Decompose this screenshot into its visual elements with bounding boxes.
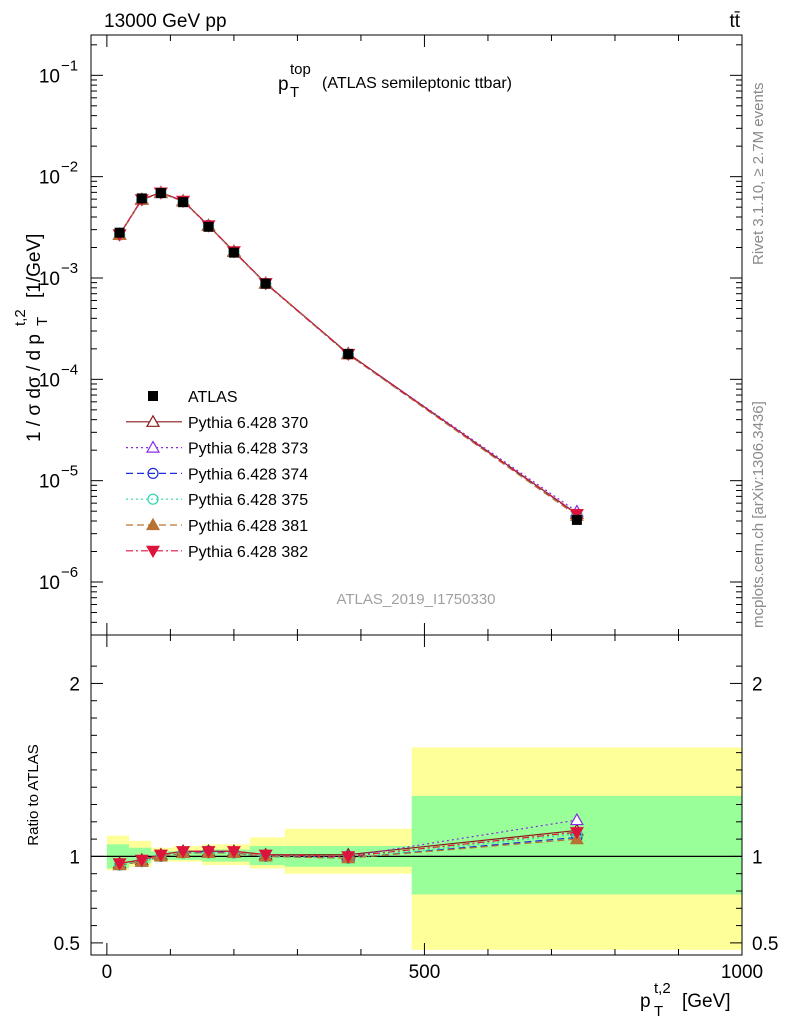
legend-label: Pythia 6.428 373 (188, 441, 308, 458)
legend-marker (147, 467, 159, 479)
legend-label: Pythia 6.428 381 (188, 518, 308, 535)
legend-label: Pythia 6.428 382 (188, 544, 308, 561)
y-tick-label: 10 (39, 168, 60, 189)
mc-marker-main (569, 509, 584, 522)
mcplots-label: mcplots.cern.ch [arXiv:1306.3436] (750, 401, 767, 628)
data-point (571, 514, 582, 525)
legend-marker (145, 517, 161, 531)
x-tick-label: 1000 (721, 962, 763, 983)
legend-marker (145, 545, 161, 559)
ratio-tick-label-right: 1 (752, 847, 763, 868)
ratio-tick-label: 1 (69, 847, 80, 868)
y-tick-label: 10 (39, 66, 60, 87)
data-point (203, 221, 214, 232)
data-point (343, 348, 354, 359)
energy-label: 13000 GeV pp (104, 11, 227, 32)
mc-marker-ratio (341, 851, 356, 864)
rivet-version-label: Rivet 3.1.10, ≥ 2.7M events (750, 83, 767, 266)
data-point (260, 278, 271, 289)
legend-label: Pythia 6.428 375 (188, 492, 308, 509)
y-tick-label: 10 (39, 573, 60, 594)
ratio-tick-label: 2 (69, 674, 80, 695)
ratio-tick-label-right: 0.5 (752, 934, 778, 955)
title-sup: top (290, 61, 311, 78)
mc-marker-ratio (153, 849, 168, 862)
xlabel-p: p (640, 991, 651, 1012)
analysis-watermark: ATLAS_2019_I1750330 (336, 591, 495, 608)
x-axis-label: p t,2 T [GeV] (640, 980, 731, 1020)
data-point (114, 227, 125, 238)
title-p: p (278, 74, 289, 95)
y-tick-label-exp: −4 (61, 361, 78, 378)
legend-label: ATLAS (188, 389, 238, 406)
data-point (228, 247, 239, 258)
ylabel-unit: [1/GeV] (24, 234, 45, 298)
mc-marker-ratio (258, 849, 273, 862)
data-point (155, 187, 166, 198)
legend-marker (145, 414, 161, 427)
xlabel-unit: [GeV] (682, 991, 731, 1012)
ratio-y-label: Ratio to ATLAS (25, 744, 42, 845)
legend-marker (145, 440, 161, 453)
band-inner-8 (411, 795, 742, 895)
ratio-uncertainty-bands (106, 747, 742, 950)
ratio-panel-frame (90, 634, 743, 956)
atlas-data-points (114, 187, 582, 525)
ratio-tick-label-right: 2 (752, 674, 763, 695)
y-tick-label: 10 (39, 472, 60, 493)
mc-marker-ratio (112, 858, 127, 871)
mc-marker-ratio (569, 827, 584, 840)
y-tick-label: 10 (39, 269, 60, 290)
title-rest: (ATLAS semileptonic ttbar) (322, 75, 512, 92)
y-tick-label: 10 (39, 370, 60, 391)
mc-marker-ratio (201, 846, 216, 859)
data-point (136, 193, 147, 204)
y-tick-label-exp: −6 (61, 564, 78, 581)
mc-marker-ratio (176, 846, 191, 859)
y-tick-label-exp: −3 (61, 260, 78, 277)
xlabel-sub: T (654, 1003, 663, 1020)
y-axis-label: 1 / σ dσ / d p t,2 T [1/GeV] (12, 234, 51, 442)
data-point (178, 197, 189, 208)
process-label: tt̄ (729, 11, 740, 32)
ratio-tick-label: 0.5 (54, 934, 80, 955)
legend-label: Pythia 6.428 370 (188, 415, 308, 432)
plot-title: p top T (ATLAS semileptonic ttbar) (278, 61, 512, 101)
mc-marker-ratio (569, 812, 584, 826)
y-tick-label-exp: −2 (61, 159, 78, 176)
ylabel-sub: T (34, 317, 51, 326)
legend-marker (147, 493, 159, 505)
xlabel-sup: t,2 (654, 980, 671, 997)
mc-marker-ratio (134, 854, 149, 868)
ylabel-sup: t,2 (12, 309, 29, 326)
legend: ATLAS Pythia 6.428 370 Pythia 6.428 373 Pyt… (126, 389, 308, 561)
x-tick-label: 0 (102, 962, 113, 983)
ylabel-main: 1 / σ dσ / d p (24, 334, 45, 442)
title-sub: T (290, 84, 299, 101)
legend-label: Pythia 6.428 374 (188, 466, 308, 483)
y-tick-label-exp: −5 (61, 463, 78, 480)
legend-marker-atlas (148, 391, 158, 401)
y-tick-label-exp: −1 (61, 57, 78, 74)
mc-marker-ratio (226, 846, 241, 859)
x-tick-label: 500 (409, 962, 441, 983)
